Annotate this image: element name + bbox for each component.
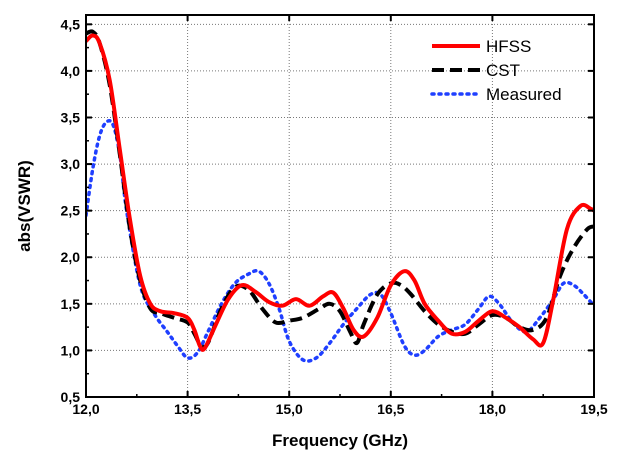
series-line-hfss	[86, 33, 594, 352]
y-tick-label: 0,5	[61, 389, 81, 405]
y-tick-label: 1,5	[61, 296, 81, 312]
series-line-measured	[86, 119, 594, 363]
series-layer	[86, 29, 594, 363]
y-tick-label: 4,0	[61, 63, 81, 79]
y-tick-label: 3,5	[61, 109, 81, 125]
x-tick-label: 13,5	[174, 401, 201, 417]
y-tick-label: 4,5	[61, 16, 81, 32]
y-tick-label: 3,0	[61, 156, 81, 172]
legend-label-hfss: HFSS	[486, 37, 531, 56]
x-tick-label: 16,5	[377, 401, 404, 417]
x-tick-label: 19,5	[580, 401, 607, 417]
y-axis-title: abs(VSWR)	[15, 160, 34, 252]
y-tick-label: 1,0	[61, 342, 81, 358]
x-axis-title: Frequency (GHz)	[272, 431, 408, 450]
y-tick-label: 2,0	[61, 249, 81, 265]
x-tick-label: 18,0	[479, 401, 506, 417]
y-tick-label: 2,5	[61, 203, 81, 219]
grid-lines	[86, 15, 594, 397]
legend-label-measured: Measured	[486, 85, 562, 104]
axis-ticks: 12,0 13,5 15,0 16,5 18,0 19,5 0,5 1,0 1,5 2,0 2,5 3…	[61, 15, 608, 417]
x-tick-label: 12,0	[72, 401, 99, 417]
x-tick-label: 15,0	[276, 401, 303, 417]
legend-label-cst: CST	[486, 61, 520, 80]
legend: HFSS CST Measured	[430, 37, 562, 104]
